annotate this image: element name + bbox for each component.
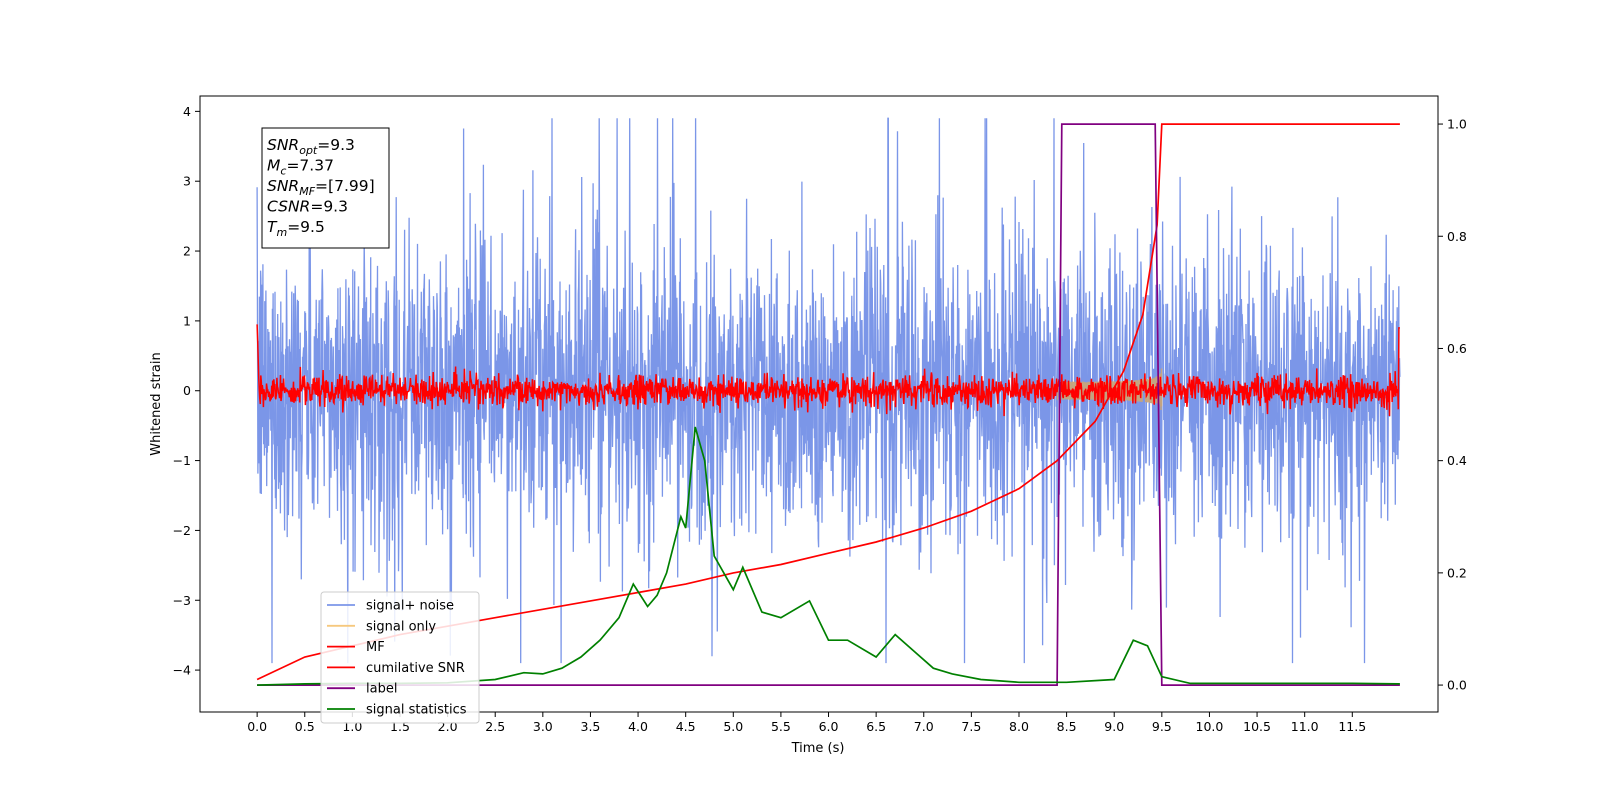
- annotation-value: =9.3: [310, 198, 348, 216]
- y-tick-label: 1: [183, 313, 191, 328]
- y-tick-label: 2: [183, 244, 191, 259]
- legend-label: MF: [366, 640, 385, 655]
- annotation-subscript: MF: [299, 185, 315, 198]
- x-tick-label: 4.5: [676, 719, 696, 734]
- y-tick-label: 4: [183, 104, 191, 119]
- x-tick-label: 6.0: [819, 719, 839, 734]
- signal-statistics-line: [257, 426, 1400, 686]
- y2-tick-label: 0.4: [1447, 453, 1467, 468]
- x-tick-label: 4.0: [628, 719, 648, 734]
- x-tick-label: 0.0: [247, 719, 267, 734]
- annotation-subscript: c: [280, 165, 286, 178]
- annotation-symbol: T: [267, 218, 278, 236]
- x-tick-label: 10.5: [1243, 719, 1271, 734]
- annotation-value: =9.5: [287, 218, 325, 236]
- annotation-value: =9.3: [317, 136, 355, 154]
- x-tick-label: 3.0: [533, 719, 553, 734]
- y-tick-label: 0: [183, 383, 191, 398]
- x-axis-label: Time (s): [791, 741, 845, 756]
- annotation-frame: [261, 127, 390, 249]
- annotation-value: =7.37: [286, 157, 334, 175]
- legend-label: cumilative SNR: [366, 661, 465, 676]
- legend-label: signal only: [366, 619, 436, 634]
- y-tick-label: 3: [183, 174, 191, 189]
- y-axis-label: Whitened strain: [149, 352, 164, 455]
- y-tick-label: −2: [173, 523, 191, 538]
- stats-annotation-box: SNRopt=9.3Mc=7.37SNRMF=[7.99]CSNR=9.3Tm=…: [261, 127, 390, 249]
- legend-label: signal statistics: [366, 703, 467, 718]
- y-axis-left: −4 −3 −2 −1 0 1 2 3 4: [173, 104, 200, 678]
- x-tick-label: 3.5: [581, 719, 601, 734]
- annotation-symbol: SNR: [267, 177, 299, 195]
- annotation-symbol: SNR: [267, 136, 299, 154]
- y2-tick-label: 1.0: [1447, 117, 1467, 132]
- annotation-line: Mc=7.37: [267, 157, 334, 178]
- legend-label: label: [366, 682, 397, 697]
- legend-frame: [320, 591, 480, 724]
- y-tick-label: −3: [173, 593, 191, 608]
- y2-tick-label: 0.0: [1447, 678, 1467, 693]
- x-tick-label: 5.0: [723, 719, 743, 734]
- annotation-subscript: opt: [299, 144, 318, 157]
- annotation-line: SNRopt=9.3: [267, 136, 355, 157]
- y-tick-label: −4: [173, 663, 191, 678]
- annotation-line: CSNR=9.3: [267, 198, 348, 216]
- x-tick-label: 11.0: [1291, 719, 1319, 734]
- y2-tick-label: 0.2: [1447, 565, 1467, 580]
- x-tick-label: 2.5: [485, 719, 505, 734]
- annotation-value: =[7.99]: [315, 177, 375, 195]
- x-tick-label: 8.5: [1057, 719, 1077, 734]
- legend-label: signal+ noise: [366, 599, 454, 614]
- y-axis-right: 0.0 0.2 0.4 0.6 0.8 1.0: [1438, 117, 1467, 693]
- x-tick-label: 11.5: [1338, 719, 1366, 734]
- x-tick-label: 9.0: [1104, 719, 1124, 734]
- annotation-line: SNRMF=[7.99]: [267, 177, 375, 198]
- x-tick-label: 0.5: [295, 719, 315, 734]
- x-tick-label: 5.5: [771, 719, 791, 734]
- x-tick-label: 8.0: [1009, 719, 1029, 734]
- x-tick-label: 9.5: [1152, 719, 1172, 734]
- legend: signal+ noise signal only MF cumilative SNR…: [320, 591, 480, 724]
- x-tick-label: 7.0: [914, 719, 934, 734]
- y-tick-label: −1: [173, 453, 191, 468]
- signal-plus-noise-line: [256, 117, 1401, 664]
- mf-line: [256, 324, 1400, 417]
- x-tick-label: 10.0: [1196, 719, 1224, 734]
- annotation-symbol: CSNR: [267, 198, 310, 216]
- label-line: [257, 123, 1400, 686]
- x-tick-label: 6.5: [866, 719, 886, 734]
- annotation-subscript: m: [276, 226, 287, 239]
- y2-tick-label: 0.8: [1447, 229, 1467, 244]
- annotation-symbol: M: [267, 157, 280, 175]
- plot-frame: [199, 95, 1439, 713]
- x-tick-label: 7.5: [961, 719, 981, 734]
- annotation-line: Tm=9.5: [267, 218, 325, 239]
- y2-tick-label: 0.6: [1447, 341, 1467, 356]
